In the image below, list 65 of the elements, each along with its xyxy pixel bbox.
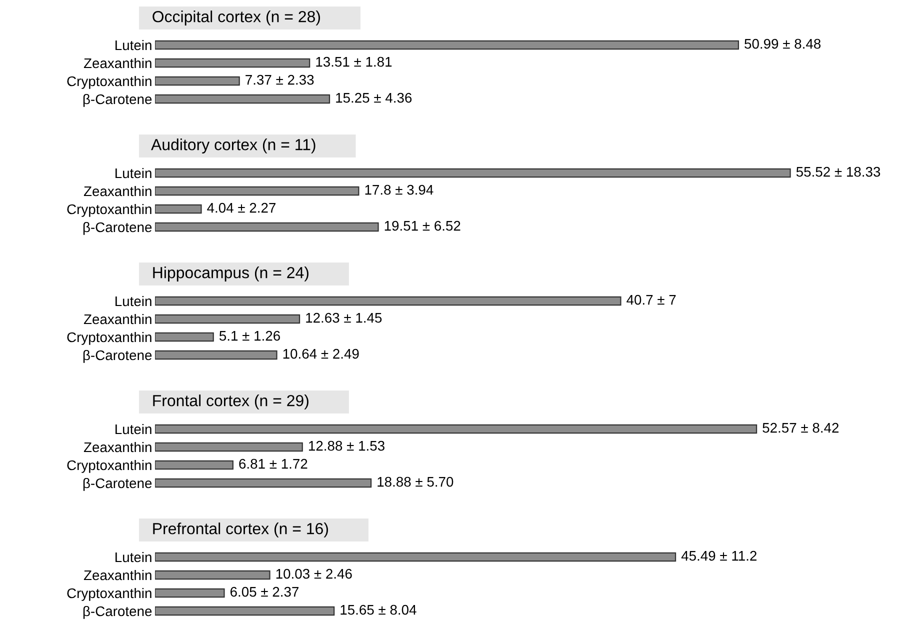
y-tick-label: Lutein [116,40,152,50]
data-label: 45.49 ± 11.2 [681,550,756,561]
y-tick-label: Lutein [116,424,152,434]
y-tick-label: Zeaxanthin [84,442,152,452]
bar [155,94,330,104]
y-tick-label: Zeaxanthin [84,570,152,580]
data-label: 40.7 ± 7 [626,294,676,305]
bar [155,442,303,452]
y-tick-label: Zeaxanthin [84,186,152,196]
chart-title: Hippocampus (n = 24) [153,266,308,282]
chart-title: Auditory cortex (n = 11) [151,138,316,154]
data-label: 55.52 ± 18.33 [796,166,880,177]
data-label: 7.37 ± 2.33 [246,74,314,85]
data-label: 15.65 ± 8.04 [340,604,416,615]
y-tick-label: Cryptoxanthin [67,76,152,89]
bar [155,570,270,580]
bar [155,204,202,214]
y-tick-label: β-Carotene [83,478,152,491]
data-label: 6.81 ± 1.72 [239,458,308,469]
data-label: 5.1 ± 1.26 [219,330,280,341]
y-tick-label: β-Carotene [83,222,152,235]
y-tick-label: β-Carotene [83,606,152,619]
y-tick-label: β-Carotene [83,94,152,107]
data-label: 12.63 ± 1.45 [306,312,382,323]
data-label: 13.51 ± 1.81 [316,56,392,67]
bar [155,606,335,616]
data-label: 12.88 ± 1.53 [308,440,384,451]
bar [155,58,310,68]
chart-title: Prefrontal cortex (n = 16) [153,522,328,538]
data-label: 4.04 ± 2.27 [207,202,276,213]
y-tick-label: Cryptoxanthin [67,460,152,473]
bar [155,588,225,598]
bar [155,350,278,360]
chart-title: Frontal cortex (n = 29) [153,394,308,410]
data-label: 19.51 ± 6.52 [384,220,460,231]
y-tick-label: Lutein [116,296,152,306]
y-tick-label: Zeaxanthin [84,58,152,68]
data-label: 15.25 ± 4.36 [336,92,412,103]
y-tick-label: Cryptoxanthin [67,204,152,217]
data-label: 50.99 ± 8.48 [744,38,821,49]
y-tick-label: Cryptoxanthin [67,332,152,345]
y-tick-label: Lutein [116,552,152,562]
data-label: 18.88 ± 5.70 [378,476,454,487]
bar [155,168,791,178]
bar [155,460,234,470]
bar [155,424,758,434]
bar [155,222,379,232]
data-label: 17.8 ± 3.94 [365,184,434,195]
data-label: 52.57 ± 8.42 [762,422,839,433]
data-label: 10.64 ± 2.49 [283,348,359,359]
bar [155,76,240,86]
data-label: 6.05 ± 2.37 [230,586,298,597]
bar [155,314,300,324]
bar [155,552,676,562]
y-tick-label: Cryptoxanthin [67,588,152,601]
y-tick-label: Lutein [116,168,152,178]
data-label: 10.03 ± 2.46 [276,568,352,579]
y-tick-label: Zeaxanthin [84,314,152,324]
bar [155,478,372,488]
y-tick-label: β-Carotene [83,350,152,363]
bar [155,332,214,342]
bar [155,296,622,306]
bar [155,186,360,196]
chart-title: Occipital cortex (n = 28) [152,10,320,26]
bar [155,40,740,50]
